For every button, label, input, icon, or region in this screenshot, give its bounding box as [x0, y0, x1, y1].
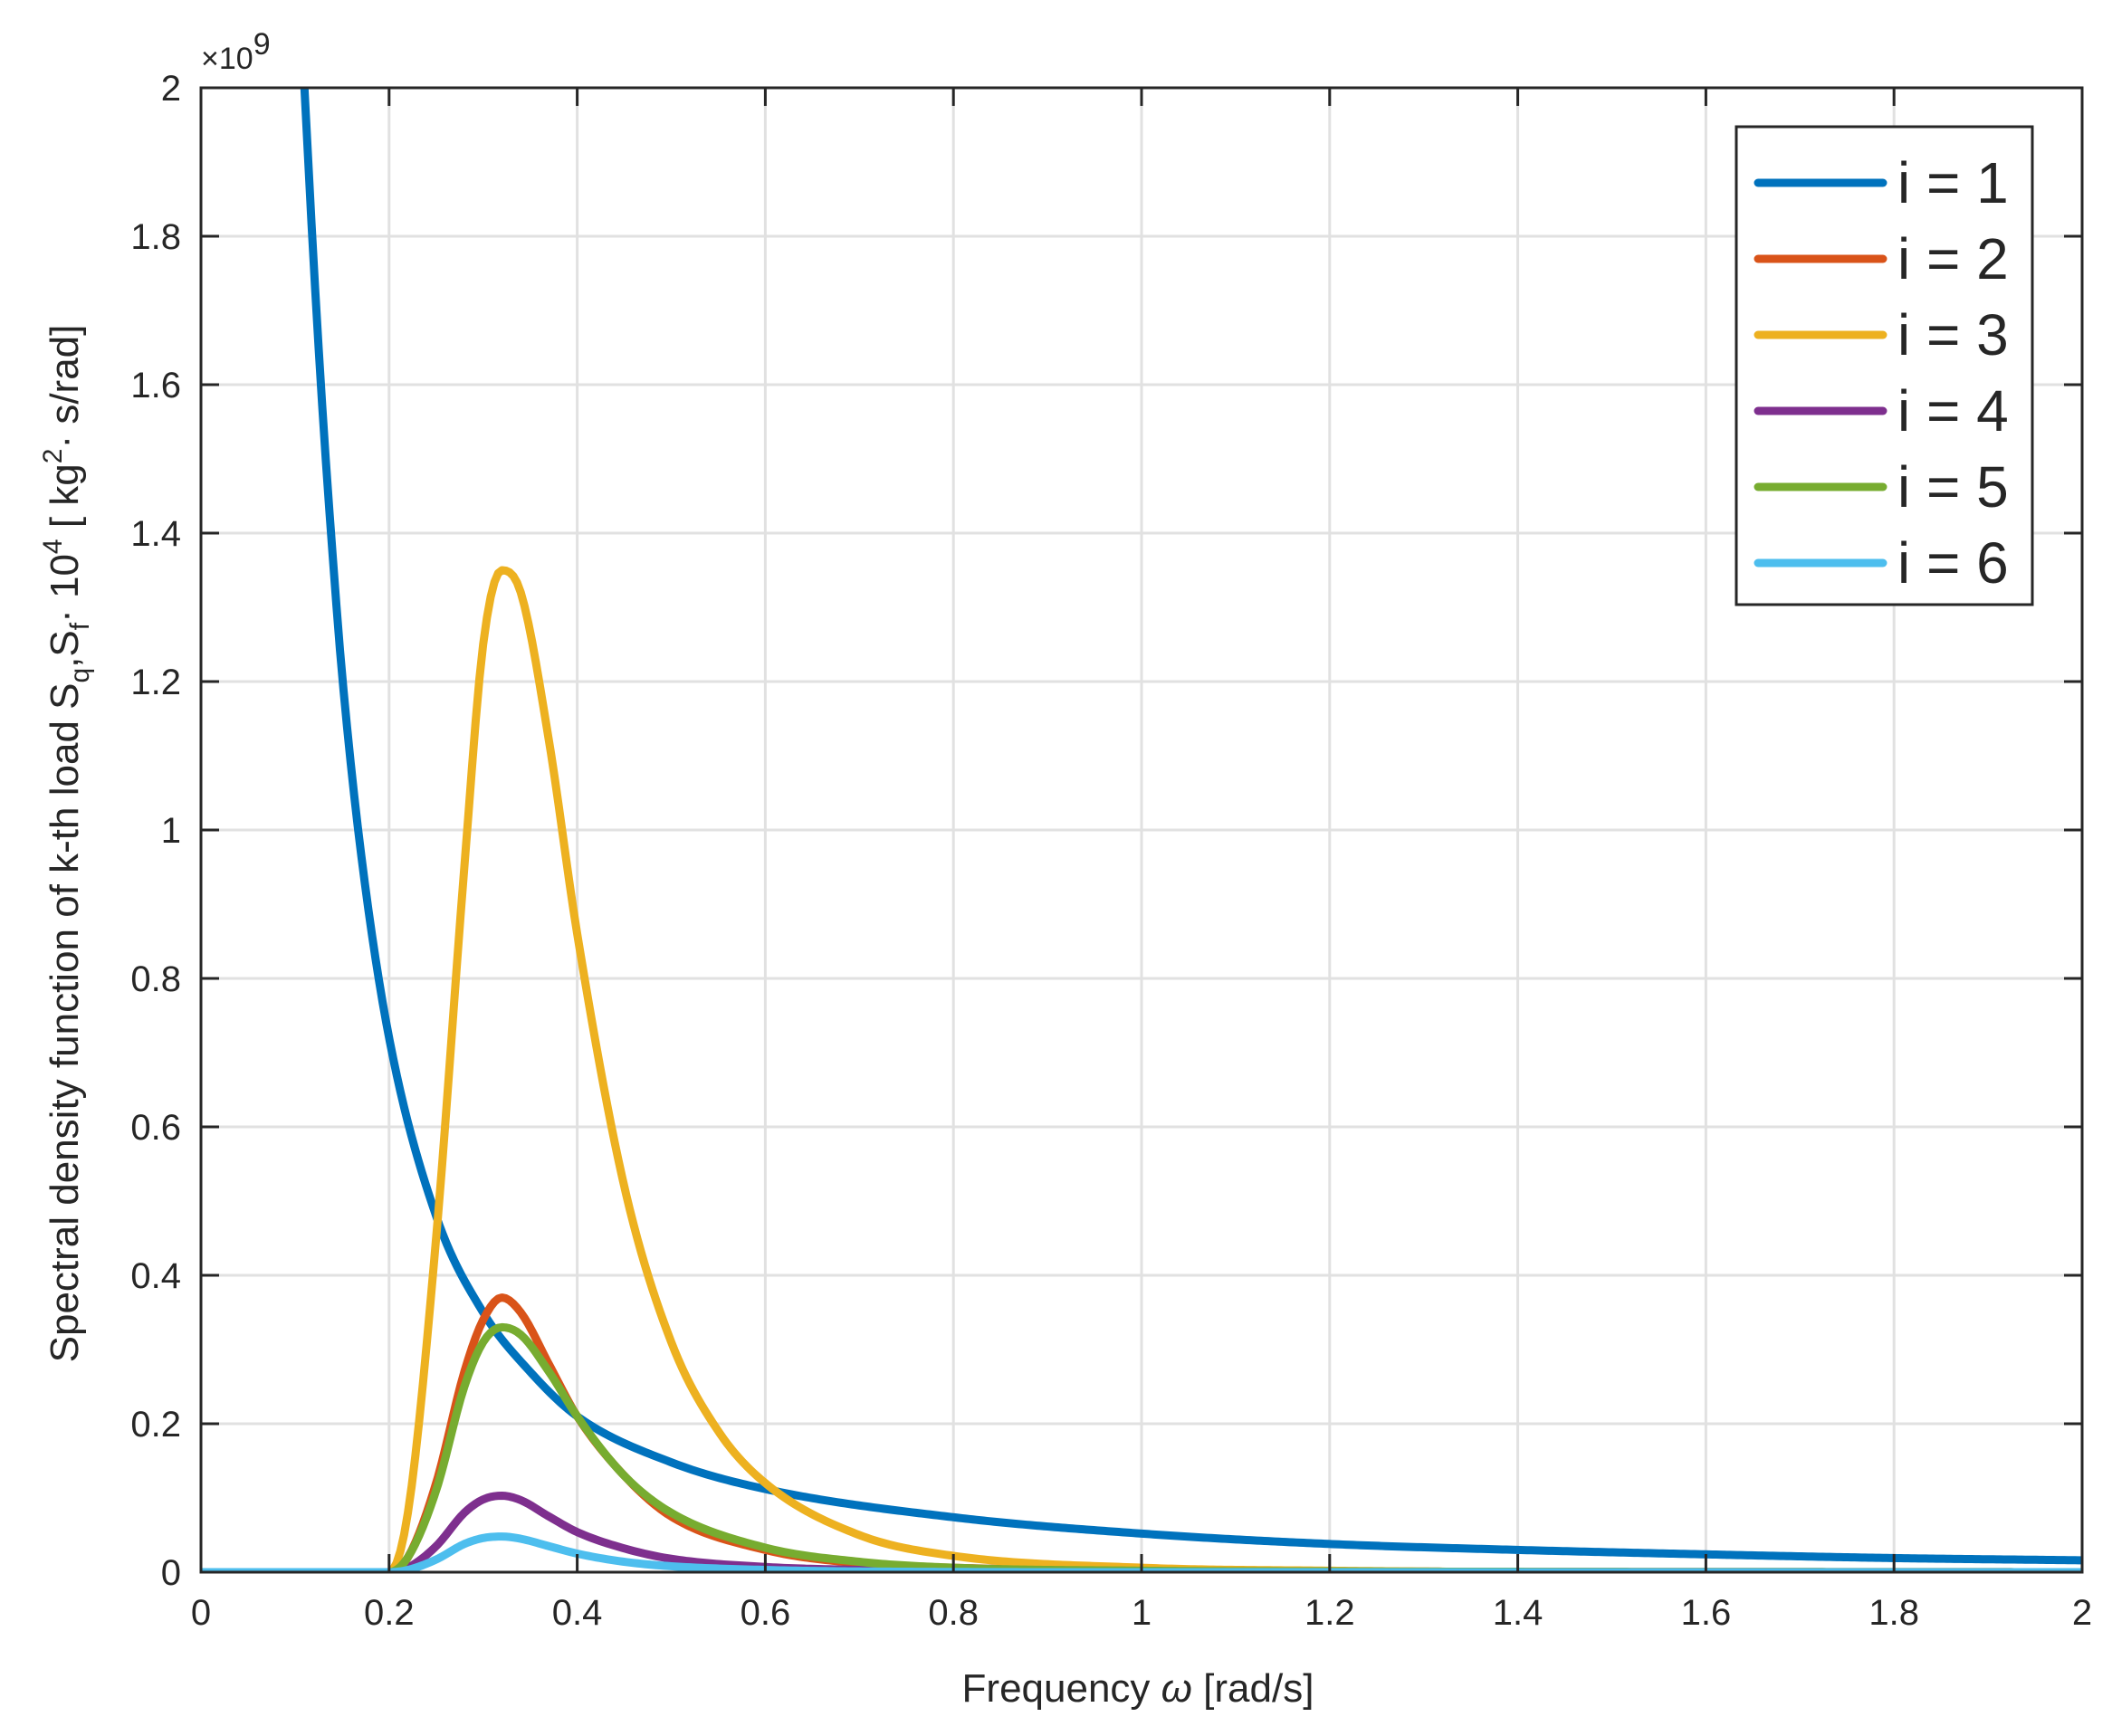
legend-entry-3: i = 3	[1754, 302, 2009, 367]
y-tick-label: 0.6	[130, 1108, 181, 1148]
y-tick-label: 0.2	[130, 1405, 181, 1445]
x-tick-label: 0	[191, 1593, 211, 1633]
x-tick-label: 0.2	[364, 1593, 415, 1633]
y-tick-label: 1.4	[130, 514, 181, 554]
legend: i = 1 i = 2 i = 3 i = 4 i = 5 i = 6	[1735, 125, 2034, 606]
legend-entry-2: i = 2	[1754, 226, 2009, 291]
x-axis-label-prefix: Frequency	[962, 1666, 1161, 1711]
y-axis-label-sub1: q	[65, 668, 95, 683]
y-axis-label-sub2: f	[65, 622, 95, 630]
y-tick-label: 2	[161, 69, 181, 109]
y-tick-label: 1	[161, 811, 181, 851]
x-tick-label: 2	[2072, 1593, 2092, 1633]
y-axis-label-sup2: 2	[38, 449, 68, 464]
y-tick-label: 1.8	[130, 217, 181, 257]
x-axis-label-suffix: [rad/s]	[1192, 1666, 1314, 1711]
legend-label: i = 4	[1897, 378, 2009, 444]
x-tick-label: 1.6	[1681, 1593, 1732, 1633]
y-axis-label-part1: Spectral density function of k-th load S	[43, 683, 87, 1363]
x-tick-label: 1.8	[1868, 1593, 1919, 1633]
legend-label: i = 6	[1897, 530, 2009, 596]
legend-entry-5: i = 5	[1754, 454, 2009, 520]
y-axis-label-part2: ,S	[43, 630, 87, 668]
y-tick-label: 0.4	[130, 1256, 181, 1296]
x-axis-label: Frequency ω [rad/s]	[962, 1666, 1314, 1711]
x-tick-label: 1.2	[1304, 1593, 1355, 1633]
x-tick-label: 1.4	[1493, 1593, 1543, 1633]
y-axis-label-part4: [ kg	[43, 463, 87, 539]
legend-label: i = 3	[1897, 302, 2009, 367]
x-tick-label: 0.6	[741, 1593, 791, 1633]
x-axis-label-symbol: ω	[1161, 1666, 1192, 1711]
legend-label: i = 5	[1897, 454, 2009, 520]
y-axis-label-part3: · 10	[43, 554, 87, 623]
axis-ticks: 0 0.2 0.4 0.6 0.8 1 1.2 1.4 1.6 1.8 2 0 0.2 0.4 0.6 0.8…	[130, 69, 2092, 1633]
y-tick-label: 1.2	[130, 663, 181, 702]
y-axis-label-part5: · s/rad]	[43, 325, 87, 449]
y-axis-label: Spectral density function of k-th load S…	[38, 325, 95, 1363]
x-tick-label: 0.4	[552, 1593, 603, 1633]
legend-label: i = 2	[1897, 226, 2009, 291]
y-axis-multiplier-base: ×10	[201, 42, 253, 76]
y-tick-label: 0.8	[130, 959, 181, 999]
legend-label: i = 1	[1897, 150, 2009, 215]
legend-entry-4: i = 4	[1754, 378, 2009, 444]
y-axis-label-sup1: 4	[38, 539, 68, 554]
y-axis-multiplier: ×109	[201, 27, 271, 76]
y-tick-label: 1.6	[130, 366, 181, 405]
x-tick-label: 1	[1132, 1593, 1152, 1633]
y-axis-multiplier-exponent: 9	[253, 27, 271, 62]
legend-entry-1: i = 1	[1754, 150, 2009, 215]
series-line-6	[201, 1532, 2082, 1572]
series-line-4	[201, 1492, 2082, 1572]
series-line-1	[300, 88, 2082, 1565]
x-tick-label: 0.8	[928, 1593, 979, 1633]
legend-entry-6: i = 6	[1754, 530, 2009, 596]
legend-box	[1735, 125, 2034, 606]
y-tick-label: 0	[161, 1553, 181, 1593]
